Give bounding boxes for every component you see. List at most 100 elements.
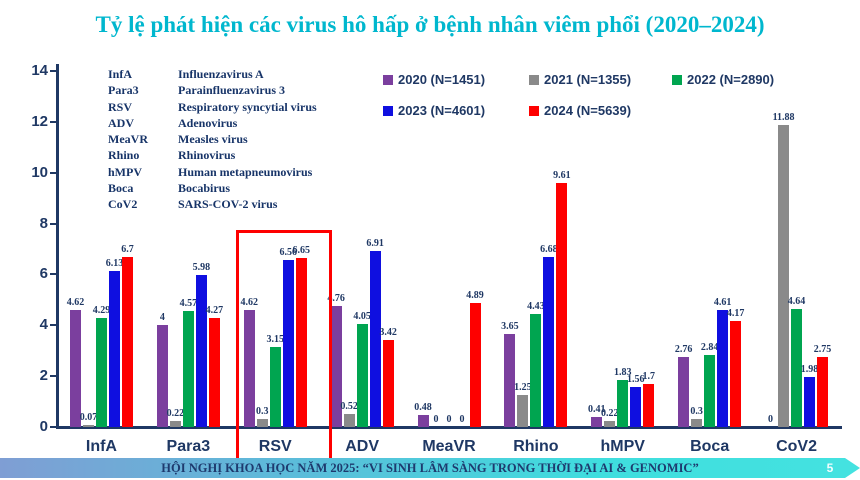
abbrev-row-rsv: RSV Respiratory syncytial virus xyxy=(108,99,317,115)
abbrev-fullname: Human metapneumovirus xyxy=(178,164,313,179)
bar-label: 4.62 xyxy=(66,296,85,308)
legend-label: 2020 (N=1451) xyxy=(398,72,486,87)
bar-para3-2023 xyxy=(195,274,207,427)
legend-label: 2021 (N=1355) xyxy=(544,72,632,87)
abbrev-fullname: Bocabirus xyxy=(178,181,231,196)
abbrev-fullname: Respiratory syncytial virus xyxy=(178,99,317,114)
y-tick-label: 0 xyxy=(39,418,48,435)
bar-label: 2.76 xyxy=(674,343,693,355)
bar-label: 4.29 xyxy=(92,304,111,316)
bar-hmpv-2024 xyxy=(643,383,655,427)
abbrev-code: Boca xyxy=(108,181,134,196)
bar-label: 3.15 xyxy=(266,333,284,345)
bar-label: 6.65 xyxy=(292,244,310,256)
x-category-label-hmpv: hMPV xyxy=(600,438,645,455)
bar-para3-2021 xyxy=(169,421,181,427)
bar-label: 1.25 xyxy=(514,382,532,394)
bar-boca-2024 xyxy=(730,320,742,427)
bar-rhino-2024 xyxy=(556,182,568,427)
abbrev-fullname: Influenzavirus A xyxy=(178,67,264,81)
footer-text: HỘI NGHỊ KHOA HỌC NĂM 2025: “VI SINH LÂM… xyxy=(161,461,699,475)
legend-label: 2022 (N=2890) xyxy=(687,72,775,87)
y-tick-label: 14 xyxy=(31,62,48,79)
bar-label: 1.56 xyxy=(627,374,645,386)
x-category-label-para3: Para3 xyxy=(166,438,211,455)
bar-adv-2023 xyxy=(369,251,381,427)
y-tick-label: 12 xyxy=(31,112,48,130)
bar-label: 4.57 xyxy=(179,297,198,309)
legend-label: 2024 (N=5639) xyxy=(544,103,632,118)
bar-label: 4.05 xyxy=(353,311,371,322)
legend-item-2022: 2022 (N=2890) xyxy=(672,72,822,87)
bar-rhino-2020 xyxy=(504,334,516,427)
legend-swatch-icon xyxy=(383,105,393,116)
bar-label: 0.52 xyxy=(340,400,358,412)
footer-bar xyxy=(0,458,860,478)
bar-label: 6.91 xyxy=(366,238,384,250)
bar-label: 0 xyxy=(433,414,439,425)
bar-label: 4.76 xyxy=(327,292,345,304)
bar-hmpv-2021 xyxy=(604,421,616,427)
legend-item-2021: 2021 (N=1355) xyxy=(529,72,672,87)
bar-label: 4.62 xyxy=(240,296,258,308)
bar-rsv-2022 xyxy=(269,346,281,427)
bar-rsv-2020 xyxy=(243,309,255,427)
abbrev-row-meavr: MeaVR Measles virus xyxy=(108,131,317,147)
abbrev-row-adv: ADV Adenovirus xyxy=(108,115,317,131)
bar-label: 4.43 xyxy=(527,301,545,313)
bar-label: 6.7 xyxy=(121,243,134,255)
x-category-label-adv: ADV xyxy=(345,438,379,455)
bar-infa-2020 xyxy=(69,309,81,427)
bar-label: 0 xyxy=(446,414,452,425)
bar-label: 9.61 xyxy=(553,169,571,181)
bar-para3-2020 xyxy=(156,325,168,427)
bar-hmpv-2020 xyxy=(591,416,603,427)
chart-legend: 2020 (N=1451) 2021 (N=1355) 2022 (N=2890) 2… xyxy=(383,72,822,118)
bar-label: 4.27 xyxy=(205,305,224,317)
legend-swatch-icon xyxy=(529,105,539,116)
y-axis-line xyxy=(56,64,59,429)
legend-swatch-icon xyxy=(672,74,682,85)
abbrev-code: Rhino xyxy=(108,148,140,163)
bar-rhino-2021 xyxy=(517,395,529,427)
bar-label: 4 xyxy=(159,312,165,324)
bar-cov2-2022 xyxy=(791,309,803,427)
bar-label: 0.07 xyxy=(79,412,98,424)
bar-label: 0.3 xyxy=(255,406,269,418)
bar-label: 6.68 xyxy=(540,244,558,256)
y-tick-mark xyxy=(50,171,57,174)
abbrev-row-rhino: Rhino Rhinovirus xyxy=(108,147,317,163)
rsv-highlight-box xyxy=(236,230,332,462)
bar-label: 5.98 xyxy=(192,261,211,273)
bar-meavr-2020 xyxy=(417,414,429,427)
bar-label: 1.7 xyxy=(642,370,656,382)
bar-label: 0.22 xyxy=(166,408,185,420)
y-tick-mark xyxy=(50,375,57,378)
bar-adv-2021 xyxy=(343,413,355,427)
bar-infa-2024 xyxy=(121,256,133,427)
bar-label: 3.65 xyxy=(501,321,519,333)
bar-label: 4.64 xyxy=(787,296,806,307)
bar-label: 0.41 xyxy=(588,403,606,415)
x-category-label-meavr: MeaVR xyxy=(422,438,476,455)
y-tick-mark xyxy=(50,426,57,428)
bar-boca-2020 xyxy=(678,356,690,427)
bar-cov2-2021 xyxy=(778,124,790,427)
bar-rhino-2023 xyxy=(543,257,555,427)
abbrev-fullname: SARS-COV-2 virus xyxy=(178,197,278,212)
legend-label: 2023 (N=4601) xyxy=(398,103,486,118)
x-category-label-rsv: RSV xyxy=(258,438,292,455)
legend-item-2023: 2023 (N=4601) xyxy=(383,103,529,118)
bar-para3-2022 xyxy=(182,310,194,427)
bar-infa-2022 xyxy=(95,317,107,427)
y-tick-label: 6 xyxy=(39,265,48,283)
y-tick-label: 4 xyxy=(39,316,48,334)
legend-swatch-icon xyxy=(529,74,539,85)
abbrev-code: MeaVR xyxy=(108,132,148,147)
bar-cov2-2024 xyxy=(817,357,829,427)
bar-rsv-2024 xyxy=(295,257,307,427)
bar-boca-2022 xyxy=(704,354,716,427)
bar-adv-2020 xyxy=(330,305,342,427)
y-tick-label: 10 xyxy=(31,163,48,181)
